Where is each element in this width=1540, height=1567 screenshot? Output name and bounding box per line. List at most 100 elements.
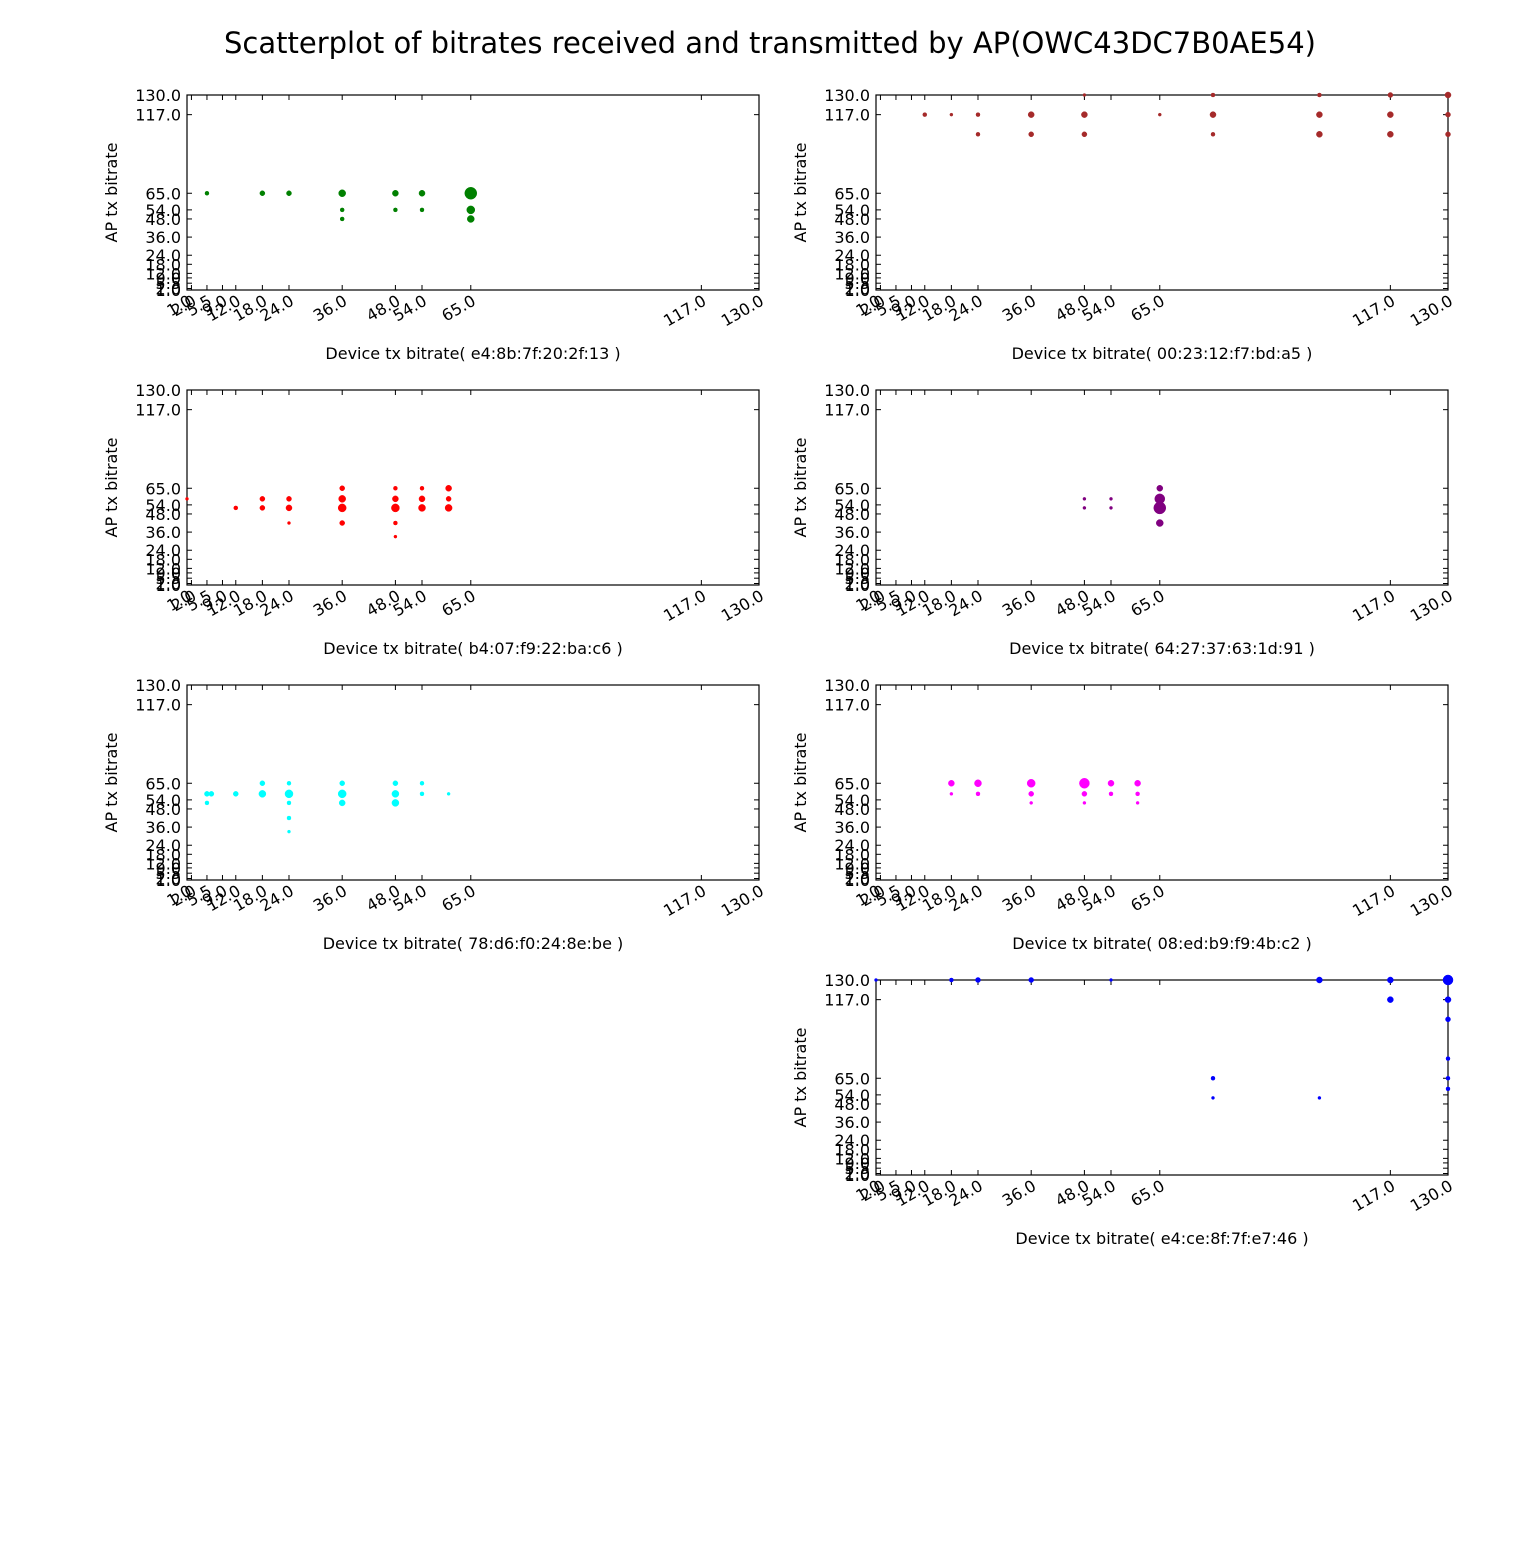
x-tick-label: 36.0 [310,586,350,620]
y-tick-label: 65.0 [145,479,181,498]
y-tick-label: 36.0 [145,523,181,542]
scatter-point [391,503,400,513]
scatter-point [949,112,954,117]
x-tick-label: 130.0 [1407,1176,1456,1215]
x-tick-label: 36.0 [999,586,1039,620]
scatter-point [1135,801,1140,805]
scatter-point [445,496,452,502]
scatter-point [1442,974,1454,986]
scatter-point [446,792,451,796]
y-tick-label: 117.0 [824,991,870,1010]
scatter-point [1209,111,1217,118]
scatter-point [1387,976,1394,984]
scatter-point [1081,131,1088,138]
scatter-point [445,485,452,492]
scatter-point [1081,791,1088,797]
y-tick-label: 48.0 [834,210,870,229]
y-tick-label: 18.0 [145,845,181,864]
scatter-point [285,504,293,512]
scatter-point [337,789,347,799]
scatter-point [392,190,399,197]
scatter-point [1156,519,1164,527]
scatter-point [1109,978,1113,982]
scatter-point [1079,778,1090,789]
scatter-point [1445,111,1451,118]
y-tick-label: 54.0 [834,496,870,515]
x-tick-label: 130.0 [1407,881,1456,920]
scatter-point [418,495,426,503]
scatter-point [391,790,400,798]
y-tick-label: 65.0 [145,774,181,793]
x-tick-label: 117.0 [660,586,709,625]
y-tick-label: 117.0 [824,696,870,715]
scatter-panel-e4-8b-7f-20-2f-13: 1.02.05.59.012.018.024.036.048.054.065.0… [102,86,767,363]
scatter-point [1316,131,1323,138]
y-tick-label: 24.0 [834,836,870,855]
y-tick-label: 9.0 [845,269,870,288]
scatter-point [418,504,426,512]
y-tick-label: 36.0 [145,228,181,247]
y-tick-label: 24.0 [145,246,181,265]
y-tick-label: 1.0 [845,1166,870,1185]
scatter-point [1387,131,1394,138]
scatter-point [1028,131,1034,138]
scatter-point [338,495,346,503]
scatter-point [1082,801,1087,805]
plot-frame [875,94,1449,291]
scatter-point [339,216,345,222]
x-axis-label: Device tx bitrate( e4:ce:8f:7f:e7:46 ) [1015,1229,1308,1248]
scatter-point [466,205,476,215]
y-tick-label: 130.0 [824,971,870,990]
y-tick-label: 65.0 [834,184,870,203]
scatter-point [1444,996,1452,1003]
scatter-panel-64-27-37-63-1d-91: 1.02.05.59.012.018.024.036.048.054.065.0… [791,381,1456,658]
scatter-point [874,978,878,982]
scatter-point [1316,976,1323,984]
y-tick-label: 117.0 [135,401,181,420]
x-axis-label: Device tx bitrate( e4:8b:7f:20:2f:13 ) [325,344,620,363]
y-axis-label: AP tx bitrate [791,1028,810,1128]
x-tick-label: 130.0 [1407,586,1456,625]
y-tick-label: 48.0 [834,800,870,819]
y-tick-label: 12.0 [145,559,181,578]
y-tick-label: 130.0 [135,381,181,400]
scatter-point [922,112,928,117]
scatter-point [284,789,294,799]
x-tick-label: 130.0 [718,291,767,330]
scatter-point [1026,779,1036,788]
scatter-point [949,977,954,983]
y-axis-label: AP tx bitrate [791,733,810,833]
y-tick-label: 1.0 [156,871,181,890]
scatter-point [444,504,453,512]
y-tick-label: 5.5 [156,864,181,883]
y-tick-label: 48.0 [145,505,181,524]
y-tick-label: 54.0 [145,201,181,220]
x-axis-label: Device tx bitrate( b4:07:f9:22:ba:c6 ) [323,639,622,658]
scatter-point [419,486,425,491]
y-tick-label: 12.0 [834,264,870,283]
x-tick-label: 117.0 [1349,586,1398,625]
y-tick-label: 1.0 [845,576,870,595]
scatter-point [975,977,981,983]
plot-frame [186,94,760,291]
scatter-point [1027,111,1035,118]
y-axis-label: AP tx bitrate [102,143,121,243]
scatter-point [1210,92,1216,98]
scatter-point [949,792,954,796]
scatter-point [1387,92,1394,98]
x-tick-label: 65.0 [1127,586,1167,620]
scatter-point [259,496,266,502]
y-tick-label: 12.0 [834,1149,870,1168]
scatter-point [393,486,398,491]
y-tick-label: 9.0 [156,269,181,288]
scatter-point [338,189,346,198]
scatter-point [1134,780,1141,787]
y-tick-label: 1.0 [156,281,181,300]
scatter-point [204,800,210,806]
x-tick-label: 130.0 [1407,291,1456,330]
x-tick-label: 36.0 [310,291,350,325]
y-tick-label: 12.0 [834,854,870,873]
y-tick-label: 24.0 [145,836,181,855]
y-tick-label: 18.0 [834,1140,870,1159]
scatter-point [419,781,425,786]
